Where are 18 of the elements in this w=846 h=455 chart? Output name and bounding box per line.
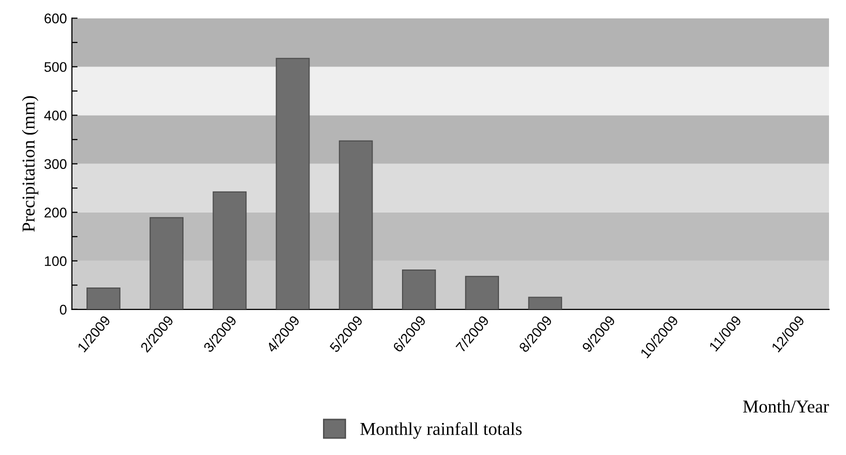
bar xyxy=(150,217,184,310)
y-axis-title: Precipitation (mm) xyxy=(22,96,38,232)
y-tick-label: 600 xyxy=(44,14,67,24)
y-tick-label: 400 xyxy=(44,110,67,120)
y-tick-label: 0 xyxy=(60,304,67,315)
bar xyxy=(276,58,310,310)
bar xyxy=(212,191,247,310)
bar xyxy=(86,287,120,310)
bar xyxy=(465,276,500,310)
bar xyxy=(528,296,562,310)
y-tick-label: 500 xyxy=(44,62,67,72)
y-tick-label: 100 xyxy=(44,256,67,266)
y-tick-label: 300 xyxy=(44,159,67,169)
legend-label: Monthly rainfall totals xyxy=(360,422,522,439)
bar xyxy=(402,270,436,310)
y-tick-label: 200 xyxy=(44,208,67,218)
bar xyxy=(338,140,373,310)
x-axis-title: Month/Year xyxy=(743,400,829,413)
